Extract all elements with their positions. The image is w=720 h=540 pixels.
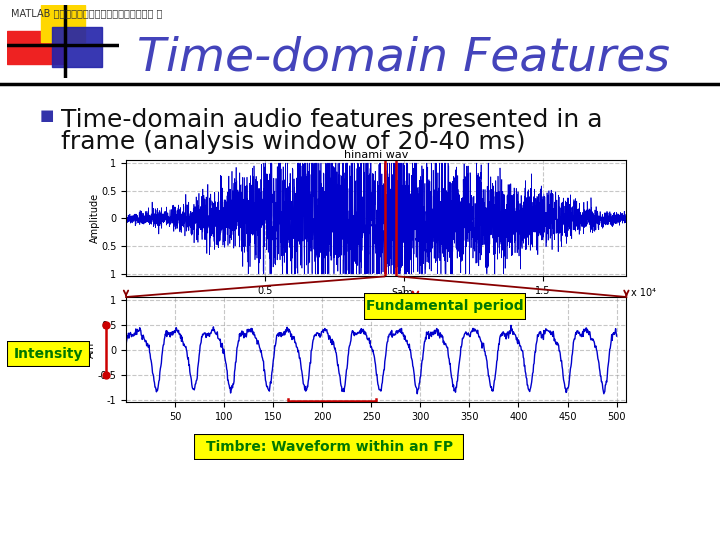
Text: Time-domain Features: Time-domain Features xyxy=(137,35,670,80)
Bar xyxy=(7,31,63,64)
Text: Time-domain audio features presented in a: Time-domain audio features presented in … xyxy=(61,108,603,132)
Y-axis label: Am: Am xyxy=(86,342,96,357)
Text: frame (analysis window of 20-40 ms): frame (analysis window of 20-40 ms) xyxy=(61,130,526,153)
Text: ■: ■ xyxy=(40,108,54,123)
Bar xyxy=(52,27,102,68)
Text: Fundamental period: Fundamental period xyxy=(366,299,523,313)
Title: hinami wav: hinami wav xyxy=(344,150,408,160)
Bar xyxy=(41,5,86,42)
Text: Sam: Sam xyxy=(391,288,413,298)
Text: Timbre: Waveform within an FP: Timbre: Waveform within an FP xyxy=(206,440,453,454)
Text: x 10⁴: x 10⁴ xyxy=(631,288,657,298)
Text: Intensity: Intensity xyxy=(14,347,84,361)
Y-axis label: Amplitude: Amplitude xyxy=(89,193,99,244)
Text: MATLAB 程式設計入門篹：音訊讀寫、錄製與播 放: MATLAB 程式設計入門篹：音訊讀寫、錄製與播 放 xyxy=(11,8,162,18)
